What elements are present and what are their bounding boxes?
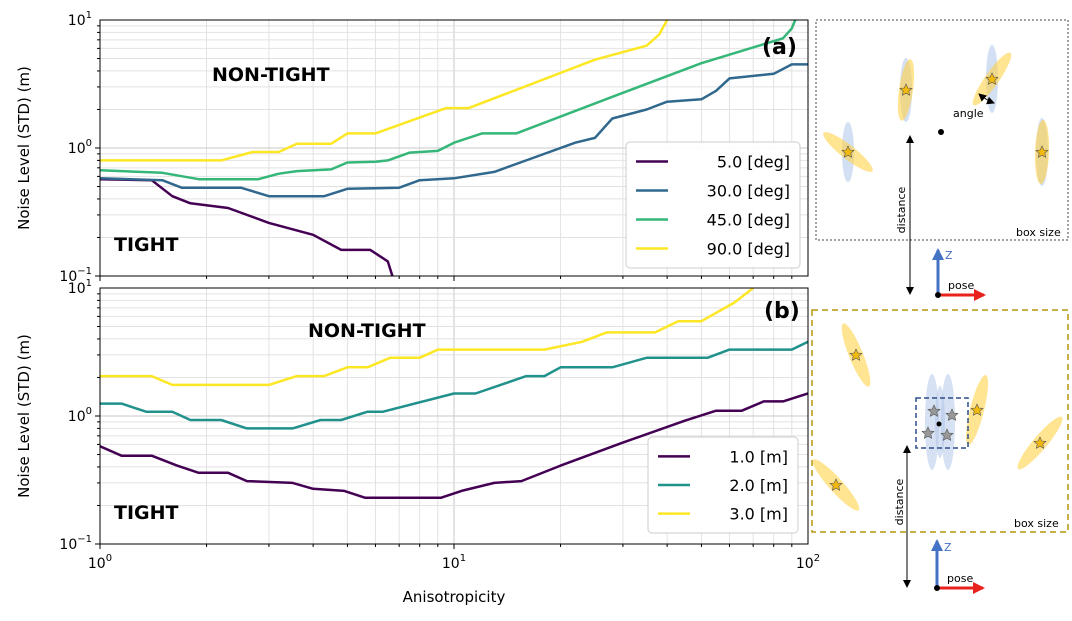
origin-point-b [934,585,940,591]
series-line-3 [100,288,754,387]
series-line-1 [100,177,394,276]
series-line-3 [100,20,797,181]
landmark-a3: angle [953,45,1012,120]
star-icon [1033,436,1047,449]
star-icon [985,72,999,85]
legend-entry: 2.0 [m] [729,476,788,495]
box-size-label-a: box size [1016,226,1061,239]
region-label-non-tight-a: NON-TIGHT [212,64,330,86]
landmark-b3 [965,375,989,445]
angle-label: angle [953,107,984,120]
x-tick-label: 100 [88,553,112,572]
y-tick-label: 101 [68,10,92,29]
series-line-2 [100,63,808,198]
landmark-a2 [897,58,915,122]
y-tick-label: 100 [68,138,92,157]
legend-entry: 90.0 [deg] [707,240,790,259]
star-icon [829,478,843,491]
origin-point-a [935,292,941,298]
pose-label-b: pose [947,572,973,585]
center-point-a [938,129,944,135]
y-tick-label: 100 [68,406,92,425]
center-point-b [936,421,942,427]
series-line-4 [100,20,669,162]
cluster-b [915,374,969,470]
diagram-b-box [811,309,1069,533]
series-line-2 [100,340,808,430]
star-icon [970,403,984,416]
landmark-b4 [1017,416,1063,470]
series-lines-b [100,288,808,499]
star-icon [945,408,959,421]
box-size-label-b: box size [1014,517,1059,530]
y-tick-label: 101 [68,278,92,297]
region-label-non-tight-b: NON-TIGHT [308,320,426,342]
y-tick-label: 10−1 [59,534,92,553]
y-axis-label-b: Noise Level (STD) (m) [15,334,33,498]
diagram-a-box [815,19,1069,241]
star-icon [849,348,863,361]
legend-entry: 1.0 [m] [729,447,788,466]
landmark-a4 [1034,118,1050,186]
x-axis-label: Anisotropicity [403,588,506,606]
diagram-b: distance box size Z pose [811,309,1069,594]
landmark-a1 [823,122,873,182]
z-axis-label-b: Z [944,541,952,554]
legend-frame [647,436,799,534]
star-icon [921,426,935,439]
star-icon [899,83,913,96]
legend-frame [625,141,801,269]
legend-b: 1.0 [m] 2.0 [m] 3.0 [m] [647,436,799,534]
y-axis-label-a: Noise Level (STD) (m) [15,66,33,230]
legend-entry: 3.0 [m] [729,505,788,524]
angle-arrow [978,93,995,105]
distance-label-b: distance [893,478,906,525]
star-icon [1035,145,1049,158]
star-icon [841,145,855,158]
star-icon [940,428,954,441]
series-line-1 [100,392,808,499]
landmark-b1 [841,323,871,387]
legend-a: 5.0 [deg] 30.0 [deg] 45.0 [deg] 90.0 [deg] [625,141,801,269]
legend-entry: 5.0 [deg] [717,153,790,172]
legend-entry: 30.0 [deg] [707,182,790,201]
x-tick-label: 102 [796,553,820,572]
z-axis-label-a: Z [945,249,953,262]
region-label-tight-a: TIGHT [114,234,179,256]
landmark-b2 [812,459,860,511]
pose-label-a: pose [948,279,974,292]
x-tick-label: 101 [442,553,466,572]
distance-label-a: distance [895,186,908,233]
legend-entry: 45.0 [deg] [707,211,790,230]
panel-label-b: (b) [764,299,800,324]
diagram-a: angle distance box size Z pose [815,19,1069,301]
series-lines-a [100,20,808,276]
panel-label-a: (a) [762,35,797,60]
region-label-tight-b: TIGHT [114,502,179,524]
cluster-box [915,397,969,449]
star-icon [927,404,941,417]
